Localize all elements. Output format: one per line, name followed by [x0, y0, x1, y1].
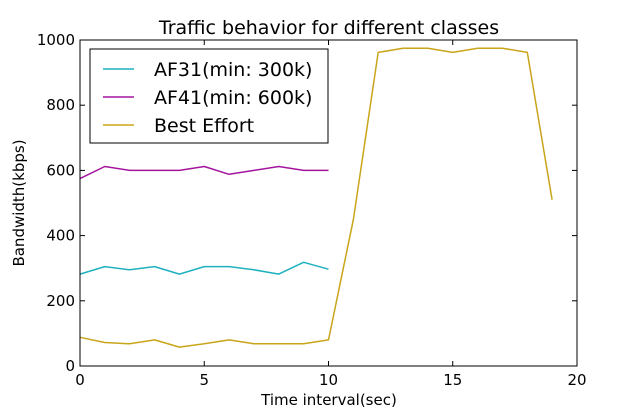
x-tick-label: 5	[199, 371, 209, 389]
x-tick-label: 15	[443, 371, 462, 389]
legend-label-3: Best Effort	[154, 115, 254, 137]
y-tick-label: 200	[46, 292, 75, 310]
series-line-2	[79, 165, 329, 180]
y-tick-label: 1000	[37, 31, 75, 49]
y-tick-label: 800	[46, 96, 75, 114]
x-tick-label: 10	[319, 371, 338, 389]
legend-label-1: AF31(min: 300k)	[154, 59, 312, 81]
chart-title: Traffic behavior for different classes	[158, 17, 499, 39]
plot-lines	[79, 47, 553, 348]
series-line-3	[79, 47, 553, 348]
y-axis-label: Bandwidth(kbps)	[10, 139, 28, 266]
legend-box	[89, 48, 329, 144]
legend: AF31(min: 300k) AF41(min: 600k) Best Effor…	[89, 48, 329, 144]
x-tick-label: 0	[75, 371, 85, 389]
y-tick-label: 400	[46, 227, 75, 245]
y-tick-label: 0	[65, 357, 75, 375]
x-axis-label: Time interval(sec)	[260, 391, 397, 407]
legend-label-2: AF41(min: 600k)	[154, 87, 312, 109]
series-line-1	[79, 261, 329, 275]
x-tick-label: 20	[567, 371, 586, 389]
y-tick-label: 600	[46, 161, 75, 179]
